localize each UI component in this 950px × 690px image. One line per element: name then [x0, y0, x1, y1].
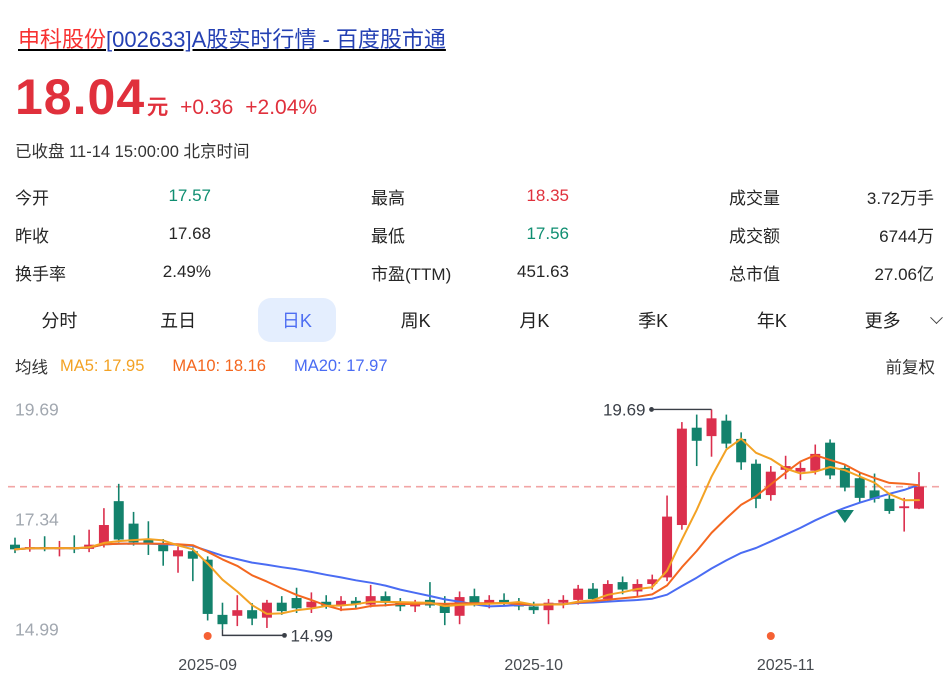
stat-value: 18.35 — [526, 186, 569, 205]
current-price: 18.04 — [15, 69, 146, 125]
ma-legend-title: 均线 — [15, 359, 48, 377]
stat-label: 总市值 — [729, 264, 780, 284]
stat-label: 换手率 — [15, 264, 66, 284]
stat-row-volume: 成交量 3.72万手 — [729, 177, 934, 215]
ma-line — [14, 437, 920, 615]
candles — [10, 409, 924, 630]
stat-label: 昨收 — [15, 226, 49, 246]
stat-value: 27.06亿 — [874, 264, 934, 284]
svg-text:2025-10: 2025-10 — [504, 657, 563, 674]
stat-value: 17.56 — [526, 224, 569, 243]
svg-text:2025-11: 2025-11 — [757, 657, 815, 674]
stat-label: 今开 — [15, 188, 49, 208]
title-rest: [002633]A股实时行情 - 百度股市通 — [106, 27, 446, 52]
stat-row-amount: 成交额 6744万 — [729, 215, 934, 253]
ma-line — [14, 454, 920, 611]
svg-text:19.69: 19.69 — [603, 400, 646, 419]
stat-row-open: 今开 17.57 — [15, 177, 211, 215]
tab-weekly-k[interactable]: 周K — [400, 311, 431, 331]
down-triangle-marker — [835, 510, 854, 523]
svg-text:14.99: 14.99 — [290, 626, 333, 645]
ma20-legend: MA20: 17.97 — [293, 356, 388, 375]
x-axis-labels: 2025-09 2025-10 2025-11 — [178, 657, 814, 674]
stat-value: 3.72万手 — [866, 188, 934, 208]
stat-row-pe-ttm: 市盈(TTM) 451.63 — [371, 253, 569, 291]
stat-value: 451.63 — [517, 262, 569, 281]
stat-row-turnover-rate: 换手率 2.49% — [15, 253, 211, 291]
svg-text:2025-09: 2025-09 — [178, 657, 237, 674]
y-axis-labels: 19.69 17.34 14.99 — [15, 399, 59, 639]
low-annotation: 14.99 — [221, 626, 333, 645]
chevron-down-icon — [929, 310, 943, 324]
svg-text:17.34: 17.34 — [15, 509, 59, 529]
tab-daily-k[interactable]: 日K — [238, 298, 357, 342]
ma-line — [14, 483, 920, 608]
kline-chart-area: 19.69 14.99 19.69 17.34 14.99 2025-09 2025-10 2… — [0, 386, 950, 690]
stats-grid: 今开 17.57 昨收 17.68 换手率 2.49% 最高 18.35 最低 17.56… — [15, 177, 934, 291]
stat-value: 2.49% — [162, 262, 211, 281]
stat-label: 成交量 — [729, 188, 780, 208]
stat-row-market-cap: 总市值 27.06亿 — [729, 253, 934, 291]
stat-label: 最高 — [371, 188, 405, 208]
stat-value: 6744万 — [879, 226, 934, 246]
price-unit: 元 — [147, 96, 169, 119]
svg-text:14.99: 14.99 — [15, 619, 59, 639]
stat-label: 成交额 — [729, 226, 780, 246]
title-stock-name: 申科股份 — [18, 27, 107, 52]
stat-value: 17.57 — [168, 186, 211, 205]
ma-legend: 均线 MA5: 17.95 MA10: 18.16 MA20: 17.97 前复… — [15, 354, 935, 378]
stat-row-low: 最低 17.56 — [371, 215, 569, 253]
tab-minute[interactable]: 分时 — [41, 311, 78, 331]
tab-more[interactable]: 更多 — [831, 298, 950, 342]
stat-row-high: 最高 18.35 — [371, 177, 569, 215]
tab-monthly-k[interactable]: 月K — [519, 311, 550, 331]
stat-label: 最低 — [371, 226, 405, 246]
svg-text:19.69: 19.69 — [15, 399, 59, 419]
adjust-mode-toggle[interactable]: 前复权 — [885, 359, 936, 377]
stat-row-prev-close: 昨收 17.68 — [15, 215, 211, 253]
stat-value: 17.68 — [168, 224, 211, 243]
stat-label: 市盈(TTM) — [371, 264, 452, 284]
chart-period-tabs: 分时 五日 日K 周K 月K 季K 年K 更多 — [0, 298, 950, 342]
event-dots — [203, 632, 775, 640]
ma10-legend: MA10: 18.16 — [172, 356, 266, 375]
price-change: +0.36 — [180, 96, 234, 119]
price-change-percent: +2.04% — [245, 96, 318, 119]
tab-yearly-k[interactable]: 年K — [756, 311, 787, 331]
tab-quarterly-k[interactable]: 季K — [638, 311, 669, 331]
market-status: 已收盘 11-14 15:00:00 北京时间 — [15, 143, 250, 161]
ma5-legend: MA5: 17.95 — [60, 356, 145, 375]
price-row: 18.04 元 +0.36 +2.04% — [15, 68, 317, 126]
tab-five-day[interactable]: 五日 — [160, 311, 197, 331]
high-annotation: 19.69 — [603, 400, 712, 419]
page-title-link[interactable]: 申科股份[002633]A股实时行情 - 百度股市通 — [18, 22, 446, 54]
